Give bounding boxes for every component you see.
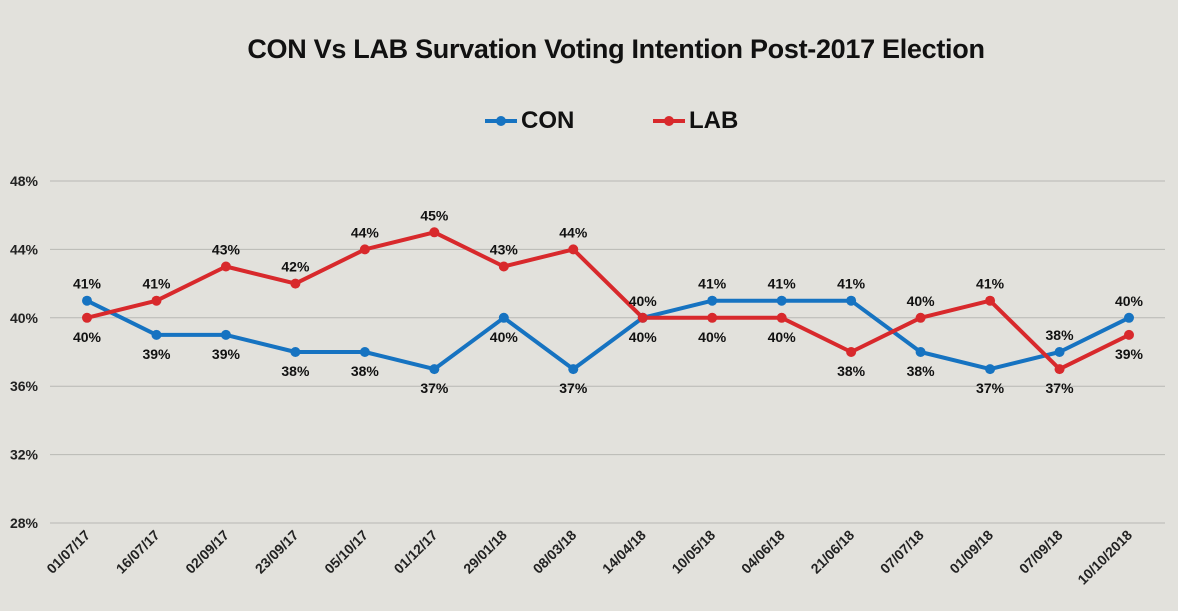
data-label-con: 39% — [142, 346, 171, 362]
y-tick-label: 32% — [10, 447, 39, 463]
data-label-con: 41% — [768, 276, 797, 292]
y-tick-label: 28% — [10, 515, 39, 531]
legend-item-lab: LAB — [652, 106, 738, 136]
x-tick-label: 29/01/18 — [460, 527, 510, 577]
data-point-con — [220, 329, 231, 340]
data-point-lab — [290, 278, 301, 289]
x-tick-label: 07/07/18 — [877, 527, 927, 577]
data-label-lab: 44% — [559, 224, 588, 240]
data-point-lab — [429, 227, 440, 238]
data-point-lab — [637, 312, 648, 323]
data-label-con: 37% — [420, 380, 449, 396]
data-point-con — [568, 364, 579, 375]
data-label-con: 40% — [1115, 293, 1144, 309]
data-label-lab: 45% — [420, 207, 449, 223]
data-label-lab: 38% — [837, 363, 866, 379]
series-line-con — [86, 298, 1130, 372]
x-tick-label: 01/12/17 — [391, 527, 441, 577]
data-label-con: 41% — [837, 276, 866, 292]
y-tick-label: 48% — [10, 173, 39, 189]
data-point-con — [1124, 312, 1134, 323]
data-label-lab: 44% — [351, 224, 380, 240]
data-point-lab — [568, 244, 579, 255]
data-label-con: 38% — [351, 363, 380, 379]
y-tick-label: 44% — [10, 241, 39, 257]
x-tick-label: 02/09/17 — [182, 527, 232, 577]
x-tick-label: 10/05/18 — [668, 527, 718, 577]
data-point-lab — [846, 347, 857, 357]
data-label-con: 40% — [629, 293, 658, 309]
legend-swatch-con — [485, 116, 517, 126]
legend: CON LAB — [0, 106, 1178, 138]
data-point-lab — [776, 312, 787, 323]
legend-marker-lab — [664, 116, 674, 126]
data-point-lab — [498, 261, 509, 272]
data-label-con: 39% — [212, 346, 241, 362]
x-tick-label: 01/09/18 — [946, 527, 996, 577]
data-point-con — [429, 364, 440, 375]
data-label-lab: 40% — [768, 329, 797, 345]
legend-marker-con — [496, 116, 506, 126]
data-point-lab — [915, 312, 926, 323]
data-point-con — [707, 295, 718, 306]
data-label-con: 41% — [73, 276, 102, 292]
data-label-lab: 39% — [1115, 346, 1144, 362]
data-label-con: 37% — [976, 380, 1005, 396]
data-label-lab: 40% — [73, 329, 102, 345]
data-point-con — [498, 312, 509, 323]
data-point-con — [151, 329, 162, 340]
data-label-con: 38% — [281, 363, 310, 379]
data-point-con — [915, 347, 926, 357]
data-point-con — [359, 347, 370, 357]
data-label-lab: 41% — [976, 276, 1005, 292]
data-label-con: 38% — [907, 363, 936, 379]
data-point-lab — [151, 295, 162, 306]
data-point-lab — [220, 261, 231, 272]
y-tick-label: 36% — [10, 378, 39, 394]
data-label-lab: 40% — [629, 329, 658, 345]
data-point-lab — [707, 312, 718, 323]
legend-item-con: CON — [484, 106, 574, 136]
data-point-con — [82, 295, 92, 306]
x-tick-label: 10/10/2018 — [1074, 527, 1135, 588]
legend-label-lab: LAB — [689, 107, 739, 134]
x-tick-label: 04/06/18 — [738, 527, 788, 577]
data-point-lab — [359, 244, 370, 255]
x-tick-label: 07/09/18 — [1016, 527, 1066, 577]
data-point-lab — [1124, 329, 1134, 340]
chart-title: CON Vs LAB Survation Voting Intention Po… — [247, 34, 985, 64]
data-point-lab — [985, 295, 996, 306]
x-tick-label: 16/07/17 — [113, 527, 163, 577]
data-label-lab: 41% — [142, 276, 171, 292]
legend-label-con: CON — [521, 107, 575, 134]
data-label-lab: 40% — [907, 293, 936, 309]
data-label-lab: 37% — [1046, 380, 1075, 396]
x-tick-label: 14/04/18 — [599, 527, 649, 577]
data-label-con: 40% — [490, 329, 519, 345]
data-point-con — [290, 347, 301, 357]
data-label-con: 38% — [1046, 327, 1075, 343]
data-point-con — [1054, 347, 1065, 357]
data-point-con — [846, 295, 857, 306]
y-tick-label: 40% — [10, 310, 39, 326]
data-label-lab: 42% — [281, 259, 310, 275]
data-label-lab: 43% — [212, 242, 241, 258]
data-label-lab: 40% — [698, 329, 727, 345]
x-tick-label: 23/09/17 — [252, 527, 302, 577]
data-point-con — [985, 364, 996, 375]
data-point-lab — [1054, 364, 1065, 375]
series-line-lab — [86, 230, 1130, 372]
x-tick-label: 21/06/18 — [807, 527, 857, 577]
data-point-con — [776, 295, 787, 306]
data-point-lab — [82, 312, 92, 323]
data-label-con: 37% — [559, 380, 588, 396]
data-label-lab: 43% — [490, 242, 519, 258]
x-tick-label: 08/03/18 — [530, 527, 580, 577]
legend-swatch-lab — [653, 116, 685, 126]
x-tick-label: 01/07/17 — [43, 527, 93, 577]
data-label-con: 41% — [698, 276, 727, 292]
x-tick-label: 05/10/17 — [321, 527, 371, 577]
